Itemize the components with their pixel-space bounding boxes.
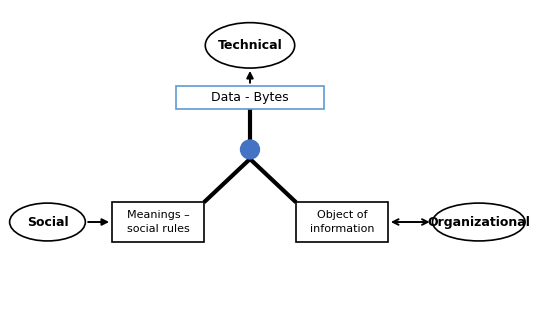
Bar	[176, 86, 324, 109]
Text: Organizational: Organizational	[427, 215, 530, 229]
Bar	[112, 202, 204, 242]
Ellipse shape	[205, 23, 295, 68]
Text: Object of
information: Object of information	[310, 210, 374, 234]
Text: Social: Social	[27, 215, 68, 229]
Text: Data - Bytes: Data - Bytes	[211, 91, 289, 104]
Ellipse shape	[10, 203, 85, 241]
Bar	[296, 202, 388, 242]
Text: Meanings –
social rules: Meanings – social rules	[127, 210, 190, 234]
Text: Technical: Technical	[218, 39, 282, 52]
Ellipse shape	[433, 203, 525, 241]
Ellipse shape	[241, 140, 260, 159]
